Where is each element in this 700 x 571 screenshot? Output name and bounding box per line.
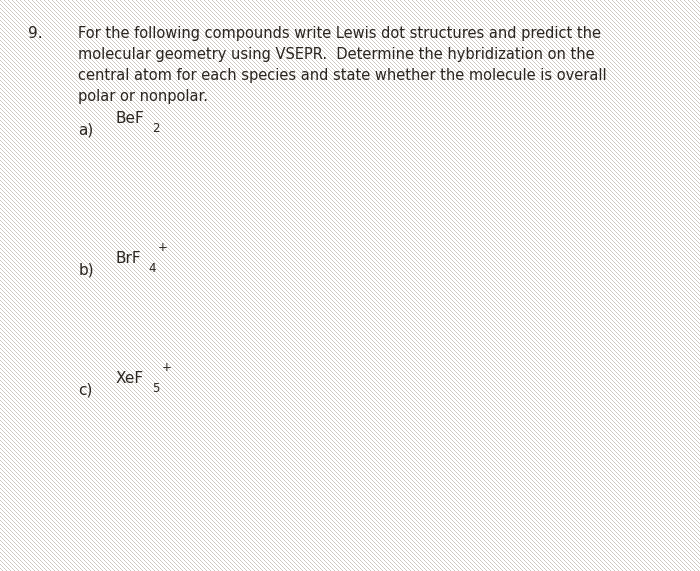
Text: XeF: XeF	[116, 371, 144, 385]
Text: +: +	[158, 241, 168, 254]
Text: c): c)	[78, 383, 93, 397]
Text: +: +	[161, 361, 172, 374]
Text: BeF: BeF	[116, 111, 144, 126]
Text: 9.: 9.	[28, 26, 43, 41]
Text: b): b)	[78, 263, 94, 278]
Text: BrF: BrF	[116, 251, 141, 266]
Text: 4: 4	[148, 262, 156, 275]
Text: For the following compounds write Lewis dot structures and predict the
molecular: For the following compounds write Lewis …	[78, 26, 607, 104]
Text: a): a)	[78, 123, 94, 138]
Text: 5: 5	[152, 381, 159, 395]
Text: 2: 2	[153, 122, 160, 135]
